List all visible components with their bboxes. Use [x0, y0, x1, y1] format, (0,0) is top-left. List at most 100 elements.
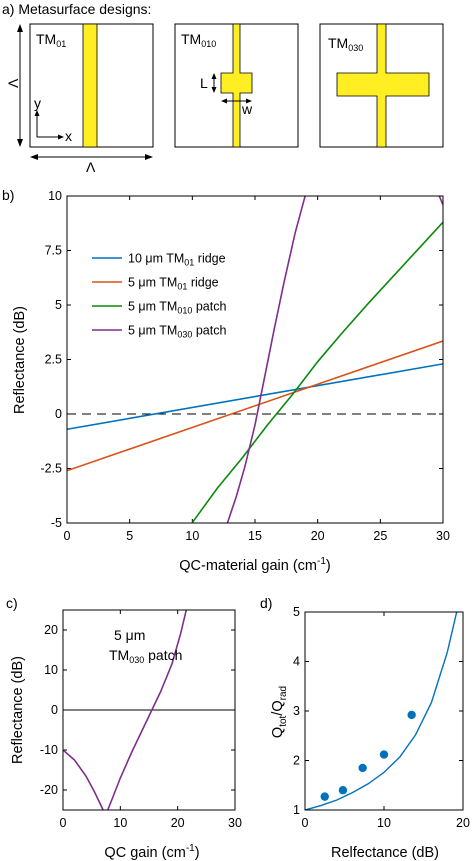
dim-vertical-arrowhead-bottom — [17, 139, 23, 147]
panel-b-plot-area — [67, 196, 443, 523]
dim-horizontal-arrowhead-left — [30, 154, 38, 160]
panel-d-xtick-label: 20 — [456, 816, 470, 830]
panel-b-xtick-label: 5 — [126, 529, 133, 543]
panel-b: b) 0 5 10 15 20 25 30 -5 -2.5 0 2.5 5 7.5 10 10 μm TM… — [2, 187, 450, 574]
data-point-1 — [338, 786, 348, 795]
panel-b-label: b) — [2, 187, 14, 203]
cell-title: TM030 — [328, 35, 363, 53]
axis-x-label: x — [65, 128, 72, 144]
panel-c-ytick-label: 0 — [51, 703, 58, 717]
patch-shape — [336, 23, 430, 148]
panel-c-ytick-label: -20 — [40, 783, 58, 797]
dim-w-label: w — [241, 101, 253, 117]
panel-b-ytick-label: 7.5 — [45, 244, 62, 258]
panel-d-series — [305, 612, 458, 810]
panel-b-ytick-label: 5 — [55, 298, 62, 312]
series-line-1 — [106, 610, 188, 810]
axis-y-label: y — [34, 95, 41, 111]
fit-curve — [305, 612, 458, 810]
panel-b-xtick-label: 15 — [248, 529, 262, 543]
data-point-2 — [358, 763, 367, 773]
panel-d-frame — [304, 611, 464, 811]
panel-c-xtick-label: 0 — [60, 816, 67, 830]
dim-vertical-label: Λ — [5, 78, 21, 88]
panel-c-ytick-label: 20 — [44, 623, 58, 637]
series-line-0 — [67, 363, 443, 431]
legend: 10 μm TM01 ridge 5 μm TM01 ridge 5 μm TM01… — [92, 252, 226, 340]
series-line-1 — [67, 340, 443, 472]
cell-tm010: TM010 L w — [174, 23, 299, 148]
series-line-2 — [191, 221, 443, 523]
panel-b-xtick-label: 25 — [373, 529, 387, 543]
panel-d: d) 0 10 20 1 2 3 4 5 Qtot/Qrad Relfectance (dB) — [260, 595, 470, 861]
panel-d-ticks: 0 10 20 1 2 3 4 5 — [293, 605, 470, 830]
x-arrowhead — [58, 134, 64, 140]
panel-c-xtick-label: 20 — [171, 816, 185, 830]
panel-c-frame — [62, 609, 236, 811]
panel-b-xlabel: QC-material gain (cm-1) — [179, 556, 331, 574]
panel-d-ylabel: Qtot/Qrad — [270, 686, 289, 738]
series-line-3-tail — [438, 196, 443, 206]
legend-label-2: 5 μm TM010 patch — [128, 300, 226, 316]
dim-L-label: L — [200, 75, 208, 91]
panel-c-ylabel: Reflectance (dB) — [10, 656, 26, 764]
panel-d-xtick-label: 10 — [377, 816, 391, 830]
series-line-0 — [63, 749, 104, 810]
panel-c-label: c) — [6, 595, 18, 611]
panel-b-xtick-label: 30 — [436, 529, 450, 543]
dim-horizontal-label: Λ — [86, 159, 96, 175]
panel-b-ylabel: Reflectance (dB) — [12, 306, 28, 414]
dim-w-arrowhead-right — [246, 98, 252, 104]
data-point-3 — [379, 750, 389, 759]
panel-b-xtick-label: 20 — [311, 529, 325, 543]
dim-L-arrowhead-top — [211, 73, 217, 79]
panel-c-ticks: 0 10 20 30 -20 -10 0 10 20 — [40, 610, 242, 830]
panel-b-frame — [66, 195, 444, 524]
panel-d-label: d) — [260, 595, 272, 611]
panel-b-ytick-label: 10 — [48, 189, 62, 203]
cell-tm01: TM01 y x — [29, 23, 154, 148]
dim-L-arrowhead-bottom — [211, 87, 217, 93]
panel-c-xlabel: QC gain (cm-1) — [104, 843, 199, 861]
panel-c-xtick-label: 10 — [113, 816, 127, 830]
cell-title: TM010 — [181, 31, 216, 49]
panel-b-ytick-label: 2.5 — [45, 353, 62, 367]
panel-d-xlabel: Relfectance (dB) — [331, 845, 439, 861]
panel-b-ticks: 0 5 10 15 20 25 30 -5 -2.5 0 2.5 5 7.5 10 — [40, 189, 450, 543]
panel-d-ytick-label: 3 — [293, 704, 300, 718]
data-point-4 — [407, 710, 416, 720]
panel-c-ytick-label: -10 — [40, 743, 58, 757]
panel-d-xtick-label: 0 — [302, 816, 309, 830]
panel-d-ytick-label: 2 — [293, 754, 300, 768]
panel-b-series — [67, 196, 443, 523]
panel-c: c) 0 10 20 30 -20 -10 0 10 20 5 μm TM030 patch R… — [6, 595, 242, 861]
legend-label-3: 5 μm TM030 patch — [128, 324, 226, 340]
panel-b-ytick-label: 0 — [55, 407, 62, 421]
panel-c-annotation-line1: 5 μm — [114, 627, 145, 643]
dim-w-arrowhead-left — [221, 98, 227, 104]
y-arrowhead — [34, 110, 40, 116]
panel-b-xtick-label: 10 — [185, 529, 199, 543]
cell-title: TM01 — [36, 31, 66, 49]
dim-vertical-arrowhead-top — [17, 24, 23, 32]
panel-a-label: a) Metasurface designs: — [2, 1, 151, 17]
dim-horizontal-arrowhead-right — [145, 154, 153, 160]
panel-a: a) Metasurface designs: TM01 y x Λ Λ T — [2, 1, 444, 175]
panel-d-ytick-label: 1 — [293, 803, 300, 817]
panel-b-xtick-label: 0 — [64, 529, 71, 543]
patch-shape — [220, 23, 253, 148]
legend-label-0: 10 μm TM01 ridge — [128, 252, 226, 268]
panel-c-annotation-line2: TM030 patch — [109, 647, 182, 665]
panel-c-series — [63, 610, 188, 810]
panel-d-ytick-label: 4 — [293, 655, 300, 669]
data-point-0 — [320, 792, 329, 801]
cell-tm030: TM030 — [319, 23, 444, 148]
panel-b-ytick-label: -5 — [51, 516, 62, 530]
panel-c-ytick-label: 10 — [44, 663, 58, 677]
ridge-stripe — [82, 23, 98, 148]
panel-d-ytick-label: 5 — [293, 605, 300, 619]
series-line-3 — [226, 196, 306, 523]
legend-label-1: 5 μm TM01 ridge — [128, 276, 219, 292]
panel-b-ytick-label: -2.5 — [40, 462, 62, 476]
